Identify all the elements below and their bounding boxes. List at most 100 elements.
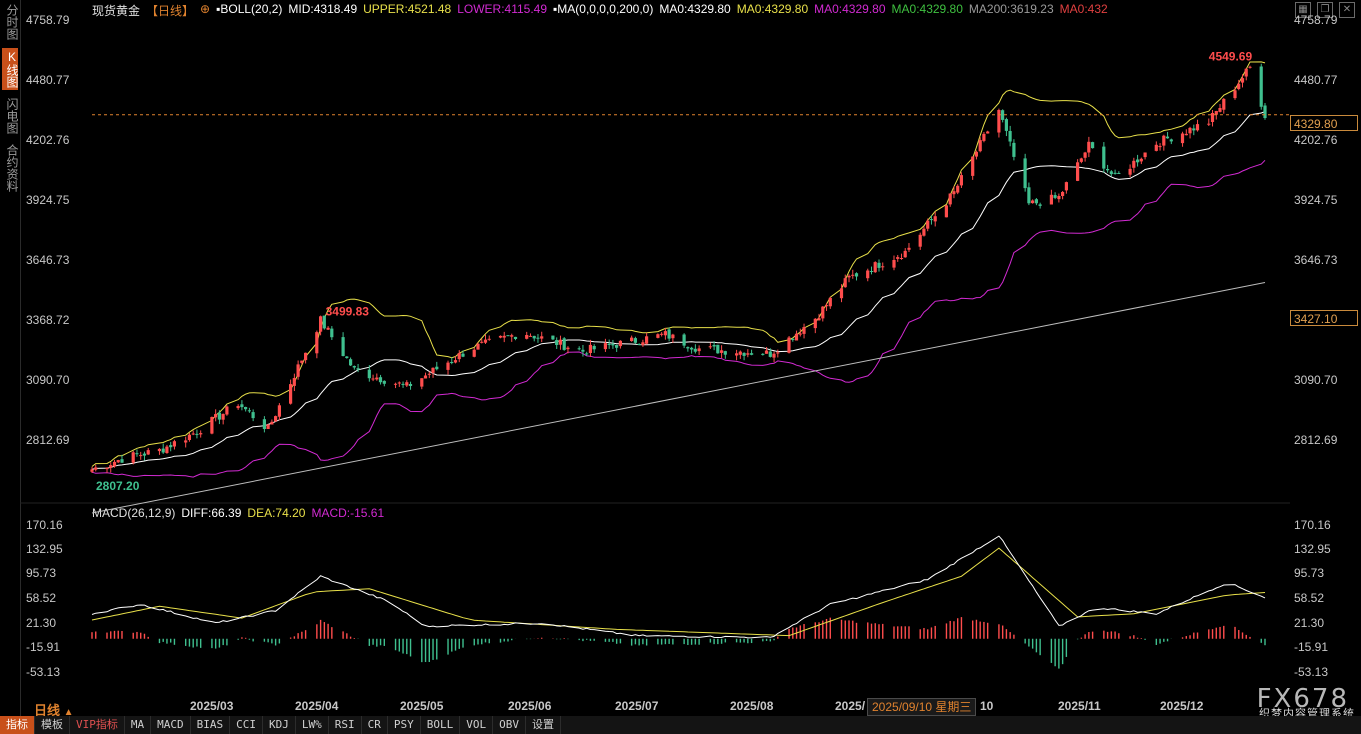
left-axis-label: 2812.69 xyxy=(26,433,70,447)
candle-body xyxy=(641,342,645,346)
candle-body xyxy=(326,327,330,330)
crosshair-date: 2025/09/10 星期三 xyxy=(867,698,977,716)
tab-flash[interactable]: 闪电图 xyxy=(5,98,19,134)
candle-body xyxy=(431,367,435,373)
macd-right-label: 132.95 xyxy=(1294,542,1331,556)
candle-body xyxy=(352,366,356,368)
macd-dif-line xyxy=(91,535,1266,639)
candle-body xyxy=(899,258,904,259)
candle-body xyxy=(802,327,806,334)
candle-body xyxy=(577,348,581,350)
candle-body xyxy=(551,335,555,340)
price-chart[interactable]: 4549.69 3499.83 2807.20 xyxy=(0,0,1361,716)
candle-body xyxy=(630,337,634,341)
tab-template[interactable]: 模板 xyxy=(35,716,70,734)
candle-body xyxy=(956,185,960,193)
candle-body xyxy=(453,360,458,363)
candle-body xyxy=(1038,204,1042,206)
tab-intraday[interactable]: 分时图 xyxy=(5,4,19,40)
candle-body xyxy=(682,334,686,346)
watermark-logo: FX678 xyxy=(1256,684,1349,714)
candle-body xyxy=(667,329,671,339)
candle-body xyxy=(251,412,255,419)
tab-lw[interactable]: LW% xyxy=(296,716,329,734)
candle-body xyxy=(536,337,540,339)
tab-obv[interactable]: OBV xyxy=(493,716,526,734)
candle-body xyxy=(693,348,697,352)
candle-body xyxy=(633,338,637,343)
right-axis-label: 3924.75 xyxy=(1294,193,1338,207)
candle-body xyxy=(116,460,120,463)
tab-kline[interactable]: K线图 xyxy=(2,48,19,90)
macd-left-label: -15.91 xyxy=(26,640,61,654)
left-axis-label: 4202.76 xyxy=(26,133,70,147)
restore-icon[interactable]: ❐ xyxy=(1317,2,1333,18)
tab-ma[interactable]: MA xyxy=(125,716,152,734)
date-label: 10 xyxy=(980,699,994,713)
candle-body xyxy=(146,450,150,455)
candle-body xyxy=(1079,158,1083,162)
candle-body xyxy=(813,318,817,329)
candle-body xyxy=(656,334,660,338)
layout-icon[interactable]: ▦ xyxy=(1295,2,1311,18)
candle-body xyxy=(1248,66,1252,68)
legend-upper: UPPER:4521.48 xyxy=(363,2,452,16)
close-icon[interactable]: ✕ xyxy=(1339,2,1355,18)
macd-value: MACD:-15.61 xyxy=(311,506,385,520)
candle-body xyxy=(843,278,847,288)
tab-rsi[interactable]: RSI xyxy=(329,716,362,734)
candle-body xyxy=(1259,66,1263,107)
candle-body xyxy=(450,362,454,363)
tab-vol[interactable]: VOL xyxy=(460,716,494,734)
candle-body xyxy=(1049,194,1053,205)
candle-body xyxy=(663,331,667,336)
candle-body xyxy=(555,340,559,345)
tab-boll[interactable]: BOLL xyxy=(421,716,461,734)
candle-body xyxy=(944,205,948,218)
tab-bias[interactable]: BIAS xyxy=(191,716,231,734)
tab-cci[interactable]: CCI xyxy=(230,716,263,734)
candle-body xyxy=(1064,182,1068,191)
candle-body xyxy=(423,375,428,379)
candle-body xyxy=(289,384,293,404)
tab-cr[interactable]: CR xyxy=(362,716,388,734)
left-axis-label: 3646.73 xyxy=(26,253,70,267)
candle-body xyxy=(191,433,195,435)
period-label[interactable]: 日线 ▲ xyxy=(34,700,74,719)
candle-body xyxy=(532,335,536,339)
candle-body xyxy=(135,453,139,455)
tab-psy[interactable]: PSY xyxy=(388,716,421,734)
candle-body xyxy=(1053,195,1057,198)
candle-body xyxy=(480,341,484,343)
candle-body xyxy=(1210,113,1215,122)
tab-contract-info[interactable]: 合约资料 xyxy=(5,144,19,192)
legend-boll: ▪BOLL(20,2) xyxy=(216,2,283,16)
tab-settings[interactable]: 设置 xyxy=(526,716,561,734)
candle-body xyxy=(558,339,562,345)
candle-body xyxy=(506,335,510,337)
indicator-toolbar: 指标 模板 VIP指标 MA MACD BIAS CCI KDJ LW% RSI… xyxy=(0,716,1361,734)
tab-vip-indicators[interactable]: VIP指标 xyxy=(70,716,125,734)
candle-body xyxy=(1132,160,1136,168)
candle-body xyxy=(401,383,405,385)
candle-body xyxy=(296,364,300,377)
tab-macd[interactable]: MACD xyxy=(151,716,191,734)
settings-icon[interactable]: ⊕ xyxy=(200,2,211,16)
macd-dea: DEA:74.20 xyxy=(247,506,306,520)
candle-body xyxy=(214,414,218,418)
tab-kdj[interactable]: KDJ xyxy=(263,716,296,734)
period-indicator[interactable]: 【日线】 xyxy=(146,4,195,18)
candle-body xyxy=(764,350,769,354)
candle-body xyxy=(1158,146,1162,148)
candle-body xyxy=(94,467,98,470)
candle-body xyxy=(274,416,278,422)
candle-body xyxy=(592,346,596,350)
candle-body xyxy=(821,306,825,319)
candle-body xyxy=(851,274,855,276)
candle-body xyxy=(1001,110,1005,120)
tab-indicators[interactable]: 指标 xyxy=(0,716,35,734)
candle-body xyxy=(349,359,353,366)
macd-right-label: -15.91 xyxy=(1294,640,1329,654)
macd-right-label: 95.73 xyxy=(1294,566,1325,580)
candle-body xyxy=(922,228,926,236)
